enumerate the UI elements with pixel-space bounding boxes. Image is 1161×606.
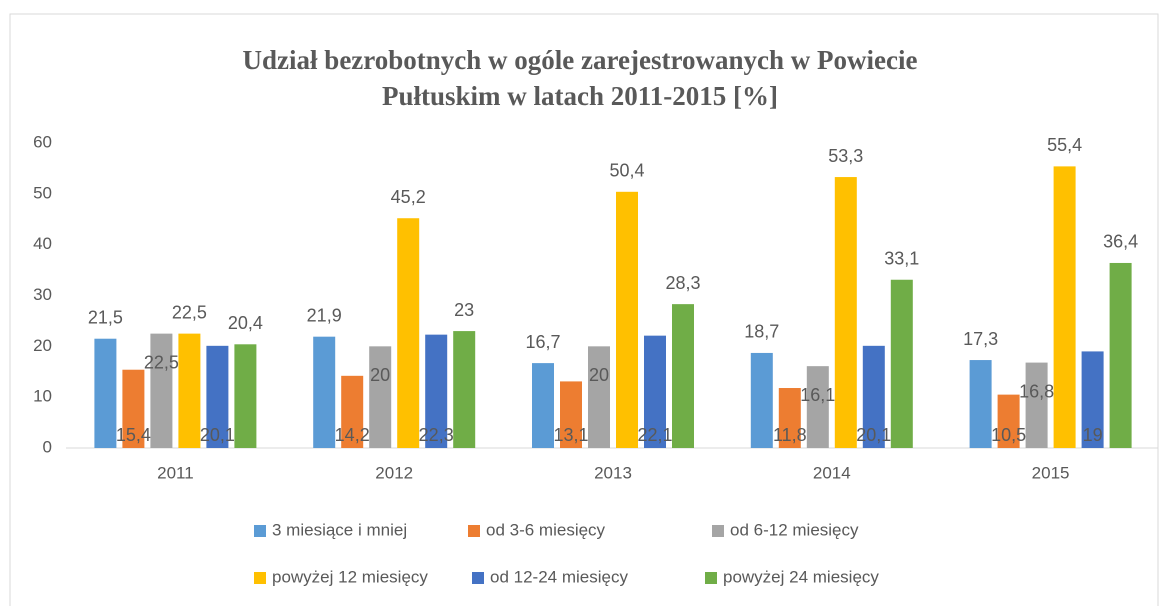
legend-label: powyżej 24 miesięcy	[723, 567, 879, 586]
bar	[94, 338, 117, 448]
bar	[672, 304, 694, 448]
legend-swatch	[472, 572, 484, 584]
bar	[588, 346, 610, 448]
data-label: 55,4	[1047, 135, 1082, 155]
data-label: 22,3	[419, 425, 454, 445]
x-tick-label: 2012	[375, 463, 413, 482]
y-tick-label: 10	[33, 387, 52, 406]
bar	[178, 333, 201, 448]
bar	[1109, 262, 1132, 448]
x-tick-label: 2011	[157, 463, 194, 482]
bar	[1025, 362, 1048, 448]
legend-label: od 12-24 miesięcy	[490, 567, 628, 586]
bar	[122, 369, 145, 448]
x-tick-label: 2013	[594, 463, 632, 482]
legend-swatch	[254, 525, 266, 537]
bar	[341, 375, 364, 448]
bar	[532, 363, 554, 448]
legend-label: od 6-12 miesięcy	[730, 520, 859, 539]
bar	[206, 345, 229, 448]
data-label: 50,4	[609, 161, 644, 181]
bar	[1081, 351, 1104, 448]
bar	[560, 381, 582, 448]
data-label: 53,3	[828, 146, 863, 166]
data-label: 36,4	[1103, 232, 1138, 252]
bar	[425, 334, 448, 448]
y-tick-label: 40	[33, 234, 52, 253]
legend-label: 3 miesiące i mniej	[272, 520, 407, 539]
data-label: 14,2	[335, 425, 370, 445]
bar	[997, 394, 1020, 448]
data-label: 33,1	[884, 248, 919, 268]
bar	[1053, 166, 1076, 448]
data-label: 11,8	[773, 425, 807, 445]
data-label: 16,8	[1019, 381, 1054, 401]
data-label: 20	[589, 365, 609, 385]
data-label: 28,3	[665, 273, 700, 293]
bar	[234, 344, 257, 448]
data-label: 20,4	[228, 313, 263, 333]
y-tick-label: 20	[33, 336, 52, 355]
data-label: 22,1	[637, 425, 672, 445]
data-label: 16,1	[800, 385, 835, 405]
chart-title: Udział bezrobotnych w ogóle zarejestrowa…	[242, 45, 918, 111]
bar	[313, 336, 336, 448]
data-label: 23	[454, 300, 474, 320]
data-label: 21,9	[307, 305, 342, 325]
bar	[778, 388, 801, 448]
legend-swatch	[705, 572, 717, 584]
data-label: 20,1	[200, 425, 235, 445]
legend-swatch	[254, 572, 266, 584]
data-label: 13,1	[553, 425, 588, 445]
data-label: 22,5	[144, 352, 179, 372]
bar	[862, 345, 885, 448]
data-label: 22,5	[172, 302, 207, 322]
bar	[616, 191, 638, 449]
bar	[750, 352, 773, 448]
bar	[834, 177, 857, 448]
data-label: 17,3	[963, 329, 998, 349]
data-label: 45,2	[391, 187, 426, 207]
bar	[369, 346, 392, 448]
y-tick-label: 0	[43, 437, 52, 456]
chart-border	[9, 13, 1159, 606]
x-tick-label: 2014	[813, 463, 851, 482]
bar	[397, 218, 420, 448]
data-label: 19	[1083, 425, 1103, 445]
data-label: 16,7	[525, 332, 560, 352]
bar	[969, 360, 992, 448]
data-label: 15,4	[116, 425, 151, 445]
bar	[890, 279, 913, 448]
data-label: 18,7	[744, 322, 779, 342]
data-label: 20	[370, 365, 390, 385]
data-label: 10,5	[991, 425, 1026, 445]
data-label: 20,1	[856, 425, 891, 445]
bar	[453, 331, 476, 448]
data-label: 21,5	[88, 307, 123, 327]
legend-swatch	[712, 525, 724, 537]
legend-swatch	[468, 525, 480, 537]
legend-label: powyżej 12 miesięcy	[272, 567, 428, 586]
y-tick-label: 50	[33, 183, 52, 202]
legend-label: od 3-6 miesięcy	[486, 520, 606, 539]
y-tick-label: 30	[33, 285, 52, 304]
bar	[150, 333, 173, 448]
bar	[806, 366, 829, 448]
x-tick-label: 2015	[1032, 463, 1070, 482]
bar	[644, 335, 666, 448]
y-tick-label: 60	[33, 132, 52, 151]
